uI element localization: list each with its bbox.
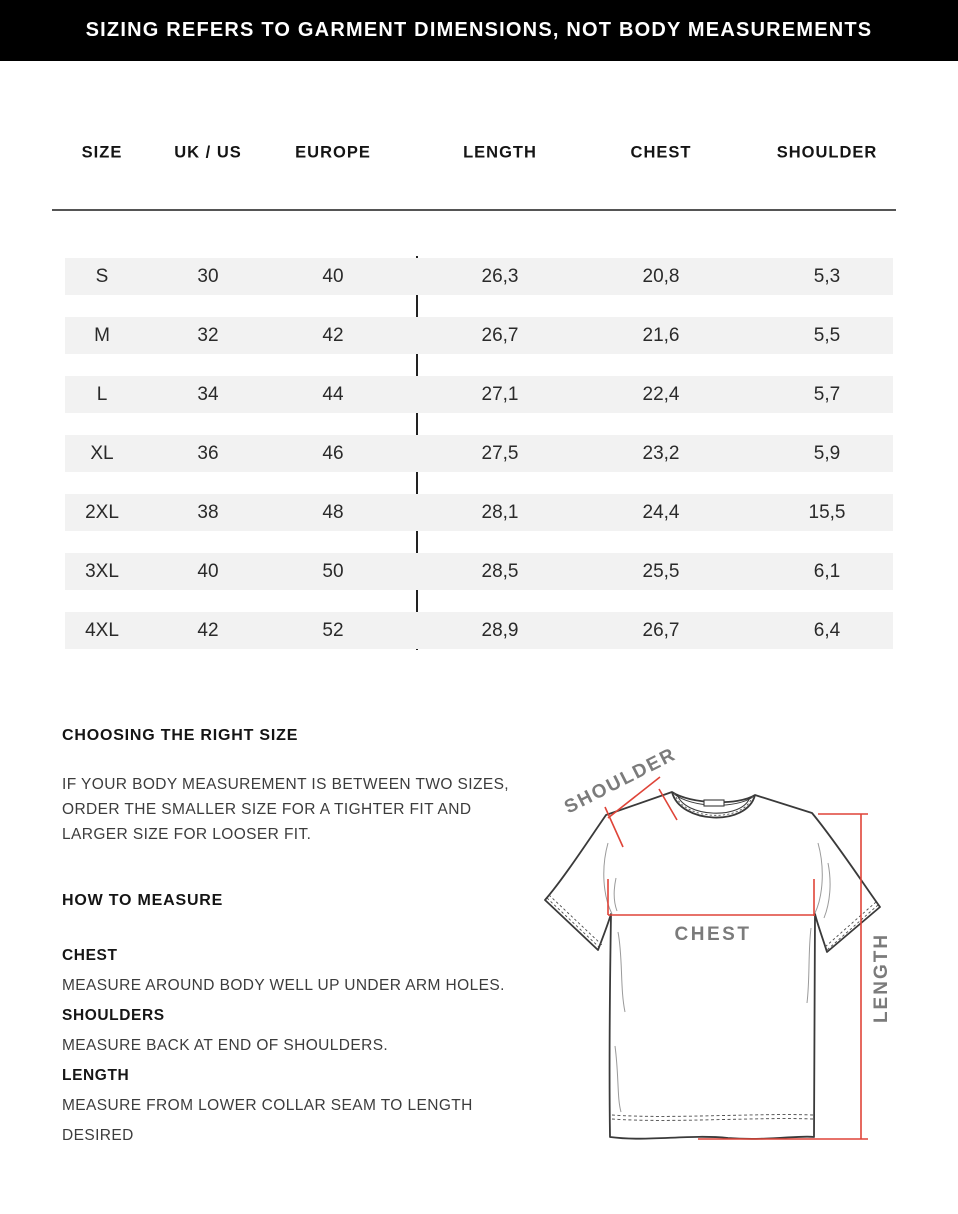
cell-shoulder: 5,5: [813, 324, 841, 346]
banner: SIZING REFERS TO GARMENT DIMENSIONS, NOT…: [0, 0, 958, 61]
fabric-creases: [603, 842, 831, 1113]
measure-item-label: LENGTH: [62, 1067, 130, 1084]
cell-europe: 40: [322, 265, 344, 287]
table-header-row: SIZE UK / US EUROPE LENGTH CHEST SHOULDE…: [65, 139, 893, 167]
choosing-size-body: IF YOUR BODY MEASUREMENT IS BETWEEN TWO …: [62, 776, 510, 843]
cell-uk-us: 34: [197, 383, 219, 405]
cell-size: 2XL: [85, 501, 119, 523]
cell-size: 3XL: [85, 560, 119, 582]
cell-shoulder: 5,7: [813, 383, 841, 405]
cell-europe: 48: [322, 501, 344, 523]
table-row: 3XL 40 50 28,5 25,5 6,1: [65, 553, 893, 590]
column-header-europe: EUROPE: [295, 143, 371, 162]
cell-size: 4XL: [85, 619, 119, 641]
cell-length: 28,5: [481, 560, 519, 582]
collar-stitching: [674, 792, 753, 816]
cell-shoulder: 5,9: [813, 442, 841, 464]
banner-text: SIZING REFERS TO GARMENT DIMENSIONS, NOT…: [85, 19, 873, 41]
column-header-uk-us: UK / US: [174, 143, 242, 162]
cell-length: 26,7: [481, 324, 519, 346]
table-row: 2XL 38 48 28,1 24,4 15,5: [65, 494, 893, 531]
column-header-length: LENGTH: [463, 143, 537, 162]
cell-chest: 22,4: [642, 383, 680, 405]
table-row: 4XL 42 52 28,9 26,7 6,4: [65, 612, 893, 649]
cell-length: 26,3: [481, 265, 519, 287]
right-sleeve-stitching-2: [826, 904, 879, 951]
column-header-shoulder: SHOULDER: [776, 143, 878, 162]
cell-length: 28,9: [481, 619, 519, 641]
length-diagram-label: LENGTH: [871, 933, 892, 1023]
measure-item-label: SHOULDERS: [62, 1007, 165, 1024]
shoulder-measure-lines: [604, 776, 678, 848]
cell-chest: 21,6: [642, 324, 680, 346]
cell-shoulder: 6,1: [813, 560, 841, 582]
cell-chest: 25,5: [642, 560, 680, 582]
cell-europe: 42: [322, 324, 344, 346]
cell-shoulder: 15,5: [808, 501, 846, 523]
cell-chest: 24,4: [642, 501, 680, 523]
cell-shoulder: 6,4: [813, 619, 841, 641]
how-to-measure-list: CHEST MEASURE AROUND BODY WELL UP UNDER …: [62, 941, 510, 1151]
measure-item-text: MEASURE FROM LOWER COLLAR SEAM TO LENGTH…: [62, 1097, 473, 1144]
cell-uk-us: 30: [197, 265, 219, 287]
header-rule: [52, 209, 896, 211]
cell-size: XL: [90, 442, 114, 464]
right-sleeve-stitching: [824, 901, 877, 948]
measure-item-label: CHEST: [62, 947, 118, 964]
column-header-size: SIZE: [81, 143, 123, 162]
cell-size: L: [96, 383, 108, 405]
collar-label: [703, 799, 725, 807]
cell-chest: 23,2: [642, 442, 680, 464]
cell-length: 27,5: [481, 442, 519, 464]
cell-length: 27,1: [481, 383, 519, 405]
choosing-size-heading: CHOOSING THE RIGHT SIZE: [62, 727, 299, 744]
collar-front-outer: [671, 791, 756, 819]
table-row: XL 36 46 27,5 23,2 5,9: [65, 435, 893, 472]
tshirt-measurement-diagram: SHOULDER CHEST LENGTH: [544, 744, 892, 1140]
chest-diagram-label: CHEST: [675, 924, 752, 945]
cell-europe: 50: [322, 560, 344, 582]
cell-uk-us: 32: [197, 324, 219, 346]
collar-front-inner: [676, 793, 751, 814]
cell-europe: 52: [322, 619, 344, 641]
tshirt-outline: [544, 791, 881, 1140]
table-row: L 34 44 27,1 22,4 5,7: [65, 376, 893, 413]
cell-uk-us: 36: [197, 442, 219, 464]
cell-uk-us: 42: [197, 619, 219, 641]
table-row: M 32 42 26,7 21,6 5,5: [65, 317, 893, 354]
cell-chest: 20,8: [642, 265, 680, 287]
measure-item-text: MEASURE AROUND BODY WELL UP UNDER ARM HO…: [62, 977, 505, 994]
cell-size: S: [95, 265, 109, 287]
cell-uk-us: 40: [197, 560, 219, 582]
cell-europe: 44: [322, 383, 344, 405]
bottom-hem-stitching: [611, 1114, 814, 1117]
measure-item-text: MEASURE BACK AT END OF SHOULDERS.: [62, 1037, 389, 1054]
column-header-chest: CHEST: [630, 143, 692, 162]
cell-length: 28,1: [481, 501, 519, 523]
cell-size: M: [94, 324, 110, 346]
length-measure-lines: [698, 813, 868, 1140]
chest-measure-lines: [607, 879, 815, 916]
cell-uk-us: 38: [197, 501, 219, 523]
bottom-hem-stitching-2: [611, 1118, 814, 1121]
how-to-measure-heading: HOW TO MEASURE: [62, 892, 224, 909]
left-sleeve-stitching: [548, 894, 603, 946]
cell-europe: 46: [322, 442, 344, 464]
table-row: S 30 40 26,3 20,8 5,3: [65, 258, 893, 295]
left-sleeve-stitching-2: [546, 897, 601, 949]
cell-shoulder: 5,3: [813, 265, 841, 287]
cell-chest: 26,7: [642, 619, 680, 641]
